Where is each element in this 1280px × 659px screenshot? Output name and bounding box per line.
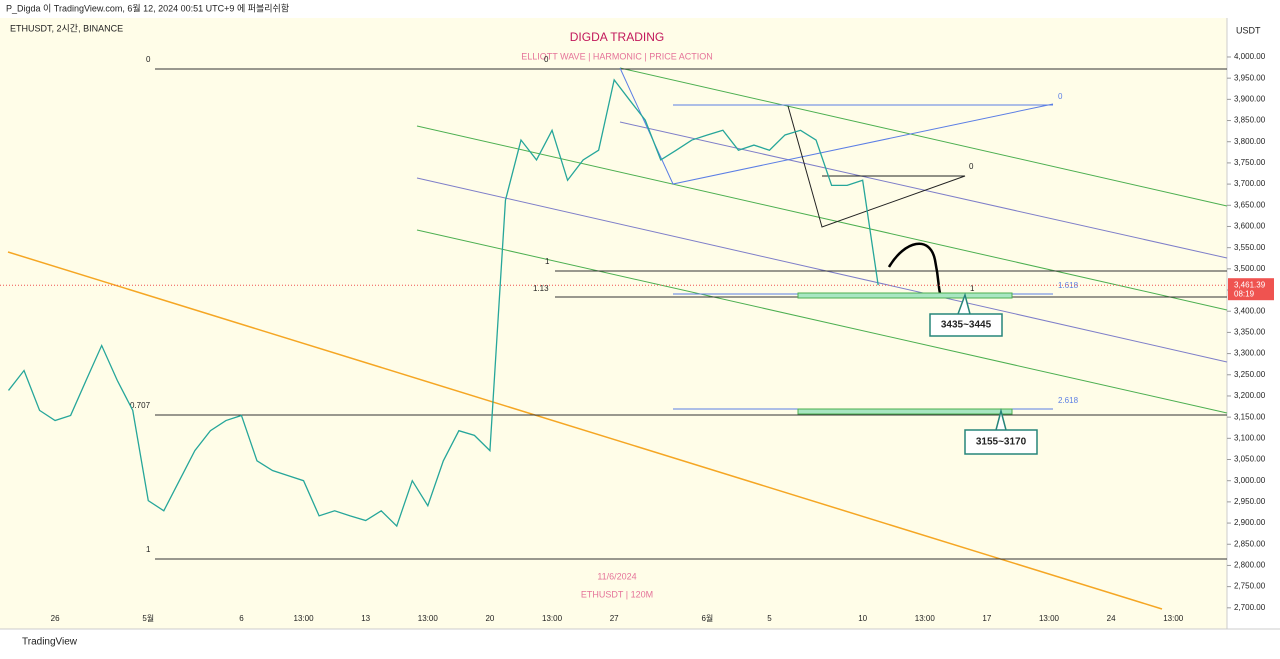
chart-title: DIGDA TRADING: [570, 30, 664, 44]
drawings: [7, 67, 1228, 610]
brand: TradingView: [22, 637, 78, 648]
y-tick-label: 3,200.00: [1234, 391, 1266, 400]
price-line: [7, 78, 879, 528]
y-tick-label: 3,550.00: [1234, 243, 1266, 252]
y-tick-label: 3,950.00: [1234, 73, 1266, 82]
fib-label: 0: [544, 55, 549, 64]
watermark: ETHUSDT | 120M: [581, 589, 653, 599]
channel-line: [619, 121, 1228, 259]
x-tick-label: 17: [982, 614, 991, 623]
fib-label: 0.707: [130, 401, 151, 410]
x-tick-label: 5월: [142, 613, 154, 623]
channel-line: [416, 177, 1228, 363]
triangle: [787, 105, 966, 228]
watermark: 11/6/2024: [597, 571, 636, 581]
y-tick-label: 3,700.00: [1234, 179, 1266, 188]
x-tick-label: 10: [858, 614, 867, 623]
projection: [887, 242, 943, 297]
fib-label: 0: [1058, 92, 1063, 101]
currency: USDT: [1236, 25, 1261, 35]
x-tick-label: 6: [239, 614, 244, 623]
countdown: 08:19: [1234, 289, 1255, 298]
zone-label: 3155~3170: [976, 437, 1027, 448]
x-tick-label: 13:00: [294, 614, 315, 623]
callout: [929, 292, 1003, 337]
channel-line: [619, 67, 1228, 207]
x-tick-label: 13:00: [1163, 614, 1184, 623]
fib-label: 1: [146, 545, 151, 554]
y-tick-label: 3,350.00: [1234, 328, 1266, 337]
y-tick-label: 3,400.00: [1234, 306, 1266, 315]
symbol: ETHUSDT, 2시간, BINANCE: [10, 23, 123, 33]
y-tick-label: 2,900.00: [1234, 518, 1266, 527]
x-tick-label: 6월: [701, 613, 713, 623]
plot-bg: [0, 18, 1227, 629]
fib-label: 0: [969, 162, 974, 171]
x-tick-label: 13: [361, 614, 370, 623]
x-tick-label: 26: [51, 614, 60, 623]
callout: [964, 408, 1038, 455]
trend-line: [7, 251, 1163, 610]
x-tick-label: 20: [485, 614, 494, 623]
channel-line: [416, 125, 1228, 311]
y-tick-label: 3,300.00: [1234, 349, 1266, 358]
last-price-box: [1228, 278, 1274, 301]
x-tick-label: 27: [610, 614, 619, 623]
y-tick-label: 3,850.00: [1234, 116, 1266, 125]
y-tick-label: 3,100.00: [1234, 433, 1266, 442]
target-zone: [797, 408, 1013, 415]
triangle: [619, 67, 1054, 185]
y-tick-label: 2,850.00: [1234, 539, 1266, 548]
y-tick-label: 3,500.00: [1234, 264, 1266, 273]
y-tick-label: 2,750.00: [1234, 582, 1266, 591]
y-tick-label: 3,800.00: [1234, 137, 1266, 146]
y-tick-label: 3,650.00: [1234, 200, 1266, 209]
fib-label: 1: [970, 284, 975, 293]
channel-line: [416, 229, 1228, 414]
x-tick-label: 13:00: [542, 614, 563, 623]
y-tick-label: 4,000.00: [1234, 52, 1266, 61]
y-tick-label: 3,000.00: [1234, 476, 1266, 485]
y-tick-label: 3,600.00: [1234, 222, 1266, 231]
x-tick-label: 13:00: [418, 614, 439, 623]
y-tick-label: 2,700.00: [1234, 603, 1266, 612]
y-tick-label: 2,950.00: [1234, 497, 1266, 506]
y-tick-label: 3,250.00: [1234, 370, 1266, 379]
chart-subtitle: ELLIOTT WAVE | HARMONIC | PRICE ACTION: [521, 51, 713, 61]
target-zone: [797, 292, 1013, 299]
x-tick-label: 13:00: [915, 614, 936, 623]
x-tick-label: 13:00: [1039, 614, 1060, 623]
fib-label: 1: [545, 257, 550, 266]
y-tick-label: 3,900.00: [1234, 94, 1266, 103]
y-tick-label: 3,150.00: [1234, 412, 1266, 421]
fib-label: 0: [146, 55, 151, 64]
publisher: P_Digda 이 TradingView.com, 6월 12, 2024 0…: [6, 2, 289, 13]
y-tick-label: 2,800.00: [1234, 561, 1266, 570]
fib-label: 1.13: [533, 284, 549, 293]
fib-label: 2.618: [1058, 396, 1079, 405]
y-tick-label: 3,050.00: [1234, 455, 1266, 464]
y-tick-label: 3,750.00: [1234, 158, 1266, 167]
zone-label: 3435~3445: [941, 320, 992, 331]
x-tick-label: 24: [1107, 614, 1116, 623]
x-tick-label: 5: [767, 614, 772, 623]
last-price: 3,461.39: [1234, 280, 1266, 289]
